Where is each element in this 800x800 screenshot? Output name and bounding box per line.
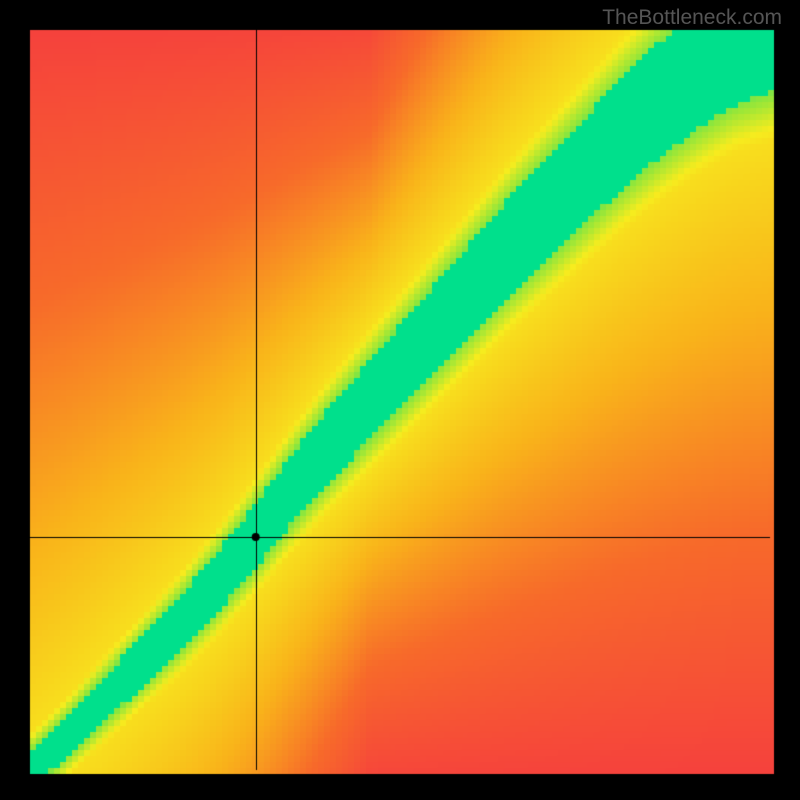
chart-container: TheBottleneck.com [0,0,800,800]
watermark-text: TheBottleneck.com [602,6,782,30]
bottleneck-heatmap [0,0,800,800]
